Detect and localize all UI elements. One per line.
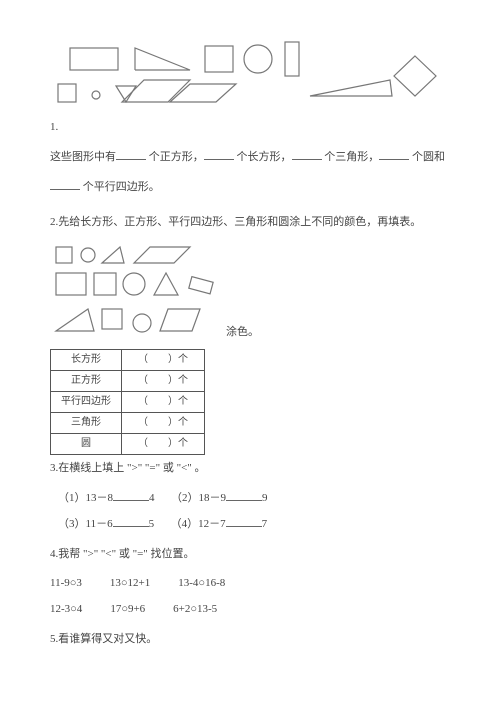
blank[interactable] bbox=[50, 178, 80, 190]
q1-sentence-2: 个平行四边形。 bbox=[50, 178, 450, 198]
q3-title: 3.在横线上填上 ">" "=" 或 "<" 。 bbox=[50, 459, 450, 479]
table-row: 平行四边形（ ）个 bbox=[51, 392, 205, 413]
q2-table: 长方形（ ）个正方形（ ）个平行四边形（ ）个三角形（ ）个圆（ ）个 bbox=[50, 349, 205, 455]
blank[interactable] bbox=[204, 148, 234, 160]
blank[interactable] bbox=[116, 148, 146, 160]
q4-row1: 11-9○3 13○12+1 13-4○16-8 bbox=[50, 574, 450, 594]
table-row: 圆（ ）个 bbox=[51, 434, 205, 455]
q3-row2: （3）11－65 （4）12－77 bbox=[58, 515, 450, 535]
blank[interactable] bbox=[226, 515, 262, 527]
blank[interactable] bbox=[113, 489, 149, 501]
blank[interactable] bbox=[379, 148, 409, 160]
q1-number: 1. bbox=[50, 118, 450, 138]
q1-shapes bbox=[50, 40, 450, 108]
blank[interactable] bbox=[113, 515, 149, 527]
table-row: 三角形（ ）个 bbox=[51, 413, 205, 434]
table-row: 正方形（ ）个 bbox=[51, 371, 205, 392]
q5-title: 5.看谁算得又对又快。 bbox=[50, 630, 450, 650]
q2-color-hint: 涂色。 bbox=[226, 323, 259, 343]
q1-num: 1. bbox=[50, 121, 58, 133]
table-row: 长方形（ ）个 bbox=[51, 350, 205, 371]
q4-title: 4.我帮 ">" "<" 或 "=" 找位置。 bbox=[50, 545, 450, 565]
q2-shapes-block: 涂色。 bbox=[50, 243, 450, 343]
q3-row1: （1）13－84 （2）18－99 bbox=[58, 489, 450, 509]
q2-title: 2.先给长方形、正方形、平行四边形、三角形和圆涂上不同的颜色，再填表。 bbox=[50, 213, 450, 233]
q4-row2: 12-3○4 17○9+6 6+2○13-5 bbox=[50, 600, 450, 620]
blank[interactable] bbox=[292, 148, 322, 160]
q1-sentence-1: 这些图形中有 个正方形， 个长方形， 个三角形， 个圆和 bbox=[50, 148, 450, 168]
blank[interactable] bbox=[226, 489, 262, 501]
